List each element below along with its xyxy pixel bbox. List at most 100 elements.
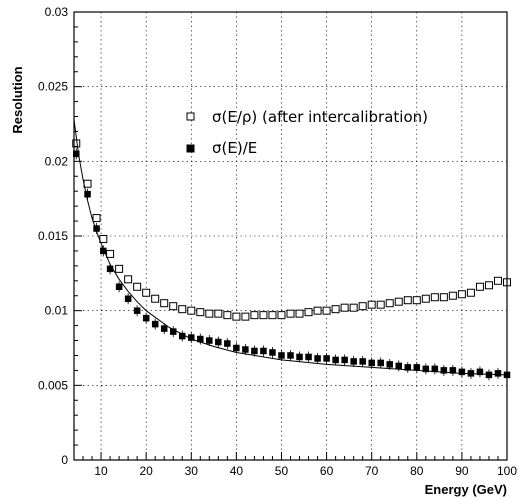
y-tick-label: 0 <box>61 453 68 467</box>
open-square-point <box>124 275 133 284</box>
open-square-point <box>115 264 124 273</box>
open-square-point <box>448 291 457 300</box>
x-tick-label: 30 <box>185 464 199 478</box>
open-square-point <box>223 311 232 320</box>
filled-square-point <box>93 225 100 232</box>
filled-square-point <box>467 370 475 377</box>
filled-square-point <box>115 283 123 291</box>
open-square-point <box>367 300 376 309</box>
x-tick-label: 80 <box>410 464 424 478</box>
open-square-point <box>178 305 187 314</box>
filled-square-point <box>233 344 240 352</box>
open-square-point <box>196 308 205 317</box>
x-tick-labels: 10 20 30 40 50 60 70 80 90 100 <box>94 464 517 478</box>
open-square-point <box>466 288 475 297</box>
filled-square-point <box>494 370 502 377</box>
filled-square-point <box>278 352 285 359</box>
open-square-point <box>376 300 385 309</box>
x-tick-label: 20 <box>139 464 153 478</box>
y-tick-label: 0.02 <box>45 154 69 168</box>
open-square-point <box>295 309 304 318</box>
filled-square-point <box>431 365 439 373</box>
filled-square-point <box>269 349 276 356</box>
filled-square-point <box>160 325 168 332</box>
legend-marker-open-square <box>186 112 195 121</box>
open-square-point <box>412 296 421 305</box>
filled-square-point <box>395 362 402 370</box>
legend-label-filled: σ(E)/E <box>212 139 257 157</box>
filled-square-point <box>84 190 91 198</box>
filled-square-point <box>440 367 448 374</box>
filled-square-point <box>476 368 484 376</box>
filled-square-point <box>260 347 267 355</box>
filled-square-point <box>142 314 150 322</box>
filled-square-point <box>224 340 231 347</box>
open-square-point <box>349 303 358 312</box>
series-open-squares <box>72 139 511 321</box>
y-tick-label: 0.025 <box>38 80 68 94</box>
fit-curve-layer <box>73 119 508 376</box>
open-square-point <box>142 288 151 297</box>
open-square-point <box>475 282 484 291</box>
filled-square-point <box>206 337 213 344</box>
y-axis-label: Resolution <box>10 66 25 133</box>
open-square-point <box>205 309 214 318</box>
filled-square-point <box>386 361 393 368</box>
filled-square-point <box>458 368 466 376</box>
x-tick-label: 90 <box>455 464 469 478</box>
fit-curve <box>73 119 508 376</box>
filled-square-point <box>106 265 114 273</box>
open-square-point <box>322 306 331 315</box>
open-square-point <box>259 311 268 320</box>
open-square-point <box>106 249 115 258</box>
open-square-point <box>241 312 250 321</box>
filled-square-point <box>314 355 321 362</box>
open-square-point <box>340 303 349 312</box>
open-square-point <box>331 305 340 314</box>
open-square-point <box>286 309 295 318</box>
filled-square-point <box>100 247 107 255</box>
filled-square-point <box>179 332 186 340</box>
open-square-point <box>313 306 322 315</box>
filled-square-point <box>422 365 430 373</box>
open-square-point <box>268 311 277 320</box>
open-square-point <box>439 293 448 302</box>
filled-square-point <box>323 355 330 362</box>
filled-square-point <box>73 150 80 158</box>
open-square-point <box>358 302 367 311</box>
filled-square-point <box>197 335 204 343</box>
y-tick-label: 0.03 <box>45 5 69 19</box>
x-axis-label: Energy (GeV) <box>425 482 507 497</box>
open-square-point <box>394 297 403 306</box>
open-square-point <box>277 311 286 320</box>
open-square-point <box>457 290 466 299</box>
open-square-point <box>421 294 430 303</box>
open-square-point <box>133 282 142 291</box>
open-square-point <box>187 306 196 315</box>
x-tick-label: 60 <box>320 464 334 478</box>
open-square-point <box>403 296 412 305</box>
filled-square-point <box>368 359 375 367</box>
open-square-point <box>304 308 313 317</box>
filled-square-point <box>377 359 384 367</box>
grid <box>74 12 507 460</box>
axis-ticks <box>74 11 508 461</box>
x-tick-label: 100 <box>497 464 517 478</box>
open-square-point <box>214 309 223 318</box>
y-tick-label: 0.005 <box>38 378 68 392</box>
x-tick-label: 50 <box>275 464 289 478</box>
filled-square-point <box>188 334 195 341</box>
legend-label-open: σ(E/ρ) (after intercalibration) <box>212 108 428 126</box>
filled-square-point <box>404 364 412 371</box>
x-tick-label: 10 <box>94 464 108 478</box>
open-square-point <box>151 294 160 303</box>
filled-square-point <box>124 295 132 302</box>
filled-square-point <box>449 367 457 374</box>
filled-square-point <box>332 356 339 364</box>
filled-square-point <box>151 320 159 328</box>
open-square-point <box>484 281 493 290</box>
open-square-point <box>160 299 169 308</box>
legend: σ(E/ρ) (after intercalibration) σ(E)/E <box>186 108 428 157</box>
filled-square-point <box>251 347 258 355</box>
